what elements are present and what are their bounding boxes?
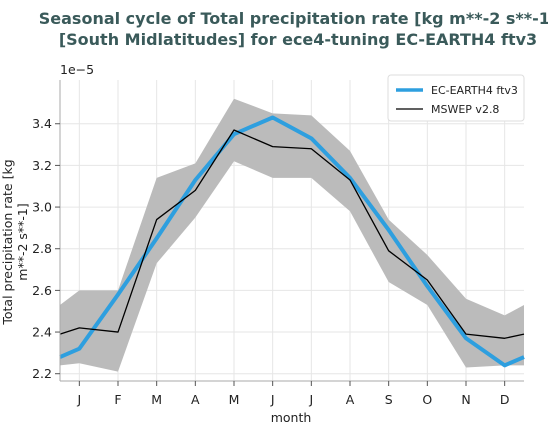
y-tick-label-5: 3.2: [32, 158, 52, 173]
x-tick-label-5: J: [270, 392, 275, 407]
x-tick-label-11: D: [500, 392, 510, 407]
x-tick-label-8: S: [385, 392, 393, 407]
mswep-v2-8-line: [59, 129, 525, 339]
y-tick-label-3: 2.8: [32, 241, 52, 256]
x-tick-label-0: J: [76, 392, 81, 407]
x-tick-label-10: N: [461, 392, 470, 407]
x-tick-label-4: M: [229, 392, 240, 407]
x-tick-label-7: A: [346, 392, 355, 407]
obs-band-layer: [60, 98, 524, 372]
y-scale-label: 1e−5: [60, 62, 94, 77]
series-lines: [59, 115, 525, 368]
y-tick-label-0: 2.2: [32, 366, 52, 381]
x-tick-label-1: F: [114, 392, 121, 407]
mswep-uncertainty-band: [60, 98, 524, 372]
x-axis-label: month: [271, 410, 312, 425]
chart-title-line-1: Seasonal cycle of Total precipitation ra…: [39, 9, 548, 28]
y-tick-label-4: 3.0: [32, 200, 52, 215]
y-axis-label-line-1: Total precipitation rate [kg: [0, 159, 15, 325]
legend: EC-EARTH4 ftv3 MSWEP v2.8: [387, 74, 525, 122]
legend-label-ec-earth4: EC-EARTH4 ftv3: [431, 84, 518, 97]
legend-label-mswep: MSWEP v2.8: [431, 103, 499, 116]
axis-frame: [59, 80, 524, 382]
chart-title-line-2: [South Midlatitudes] for ece4-tuning EC-…: [59, 30, 537, 49]
y-axis-label-line-2: m**-2 s**-1]: [15, 203, 30, 280]
x-tick-label-2: M: [151, 392, 162, 407]
x-tick-label-3: A: [191, 392, 200, 407]
y-tick-label-6: 3.4: [32, 116, 52, 131]
ec-earth4-ftv3-line: [59, 115, 525, 368]
y-tick-label-1: 2.4: [32, 325, 52, 340]
x-tick-label-9: O: [422, 392, 432, 407]
y-tick-labels: 2.2 2.4 2.6 2.8 3.0 3.2 3.4: [32, 116, 60, 381]
y-axis-label-group: Total precipitation rate [kg m**-2 s**-1…: [0, 159, 30, 325]
y-tick-label-2: 2.6: [32, 283, 52, 298]
x-tick-label-6: J: [308, 392, 313, 407]
